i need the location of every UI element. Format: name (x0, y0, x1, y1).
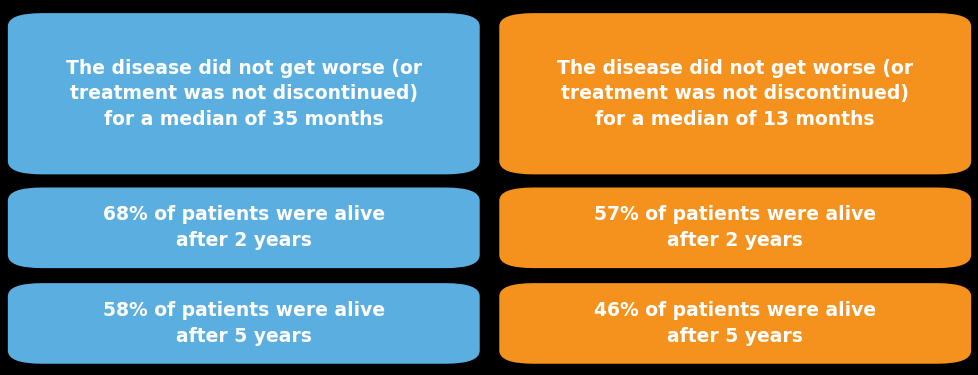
FancyBboxPatch shape (499, 283, 970, 364)
Text: 68% of patients were alive
after 2 years: 68% of patients were alive after 2 years (103, 206, 384, 250)
Text: 57% of patients were alive
after 2 years: 57% of patients were alive after 2 years (594, 206, 875, 250)
Text: 46% of patients were alive
after 5 years: 46% of patients were alive after 5 years (594, 301, 875, 346)
Text: The disease did not get worse (or
treatment was not discontinued)
for a median o: The disease did not get worse (or treatm… (66, 58, 422, 129)
FancyBboxPatch shape (8, 283, 479, 364)
FancyBboxPatch shape (499, 188, 970, 268)
FancyBboxPatch shape (8, 13, 479, 174)
Text: 58% of patients were alive
after 5 years: 58% of patients were alive after 5 years (103, 301, 384, 346)
FancyBboxPatch shape (499, 13, 970, 174)
FancyBboxPatch shape (8, 188, 479, 268)
Text: The disease did not get worse (or
treatment was not discontinued)
for a median o: The disease did not get worse (or treatm… (556, 58, 912, 129)
